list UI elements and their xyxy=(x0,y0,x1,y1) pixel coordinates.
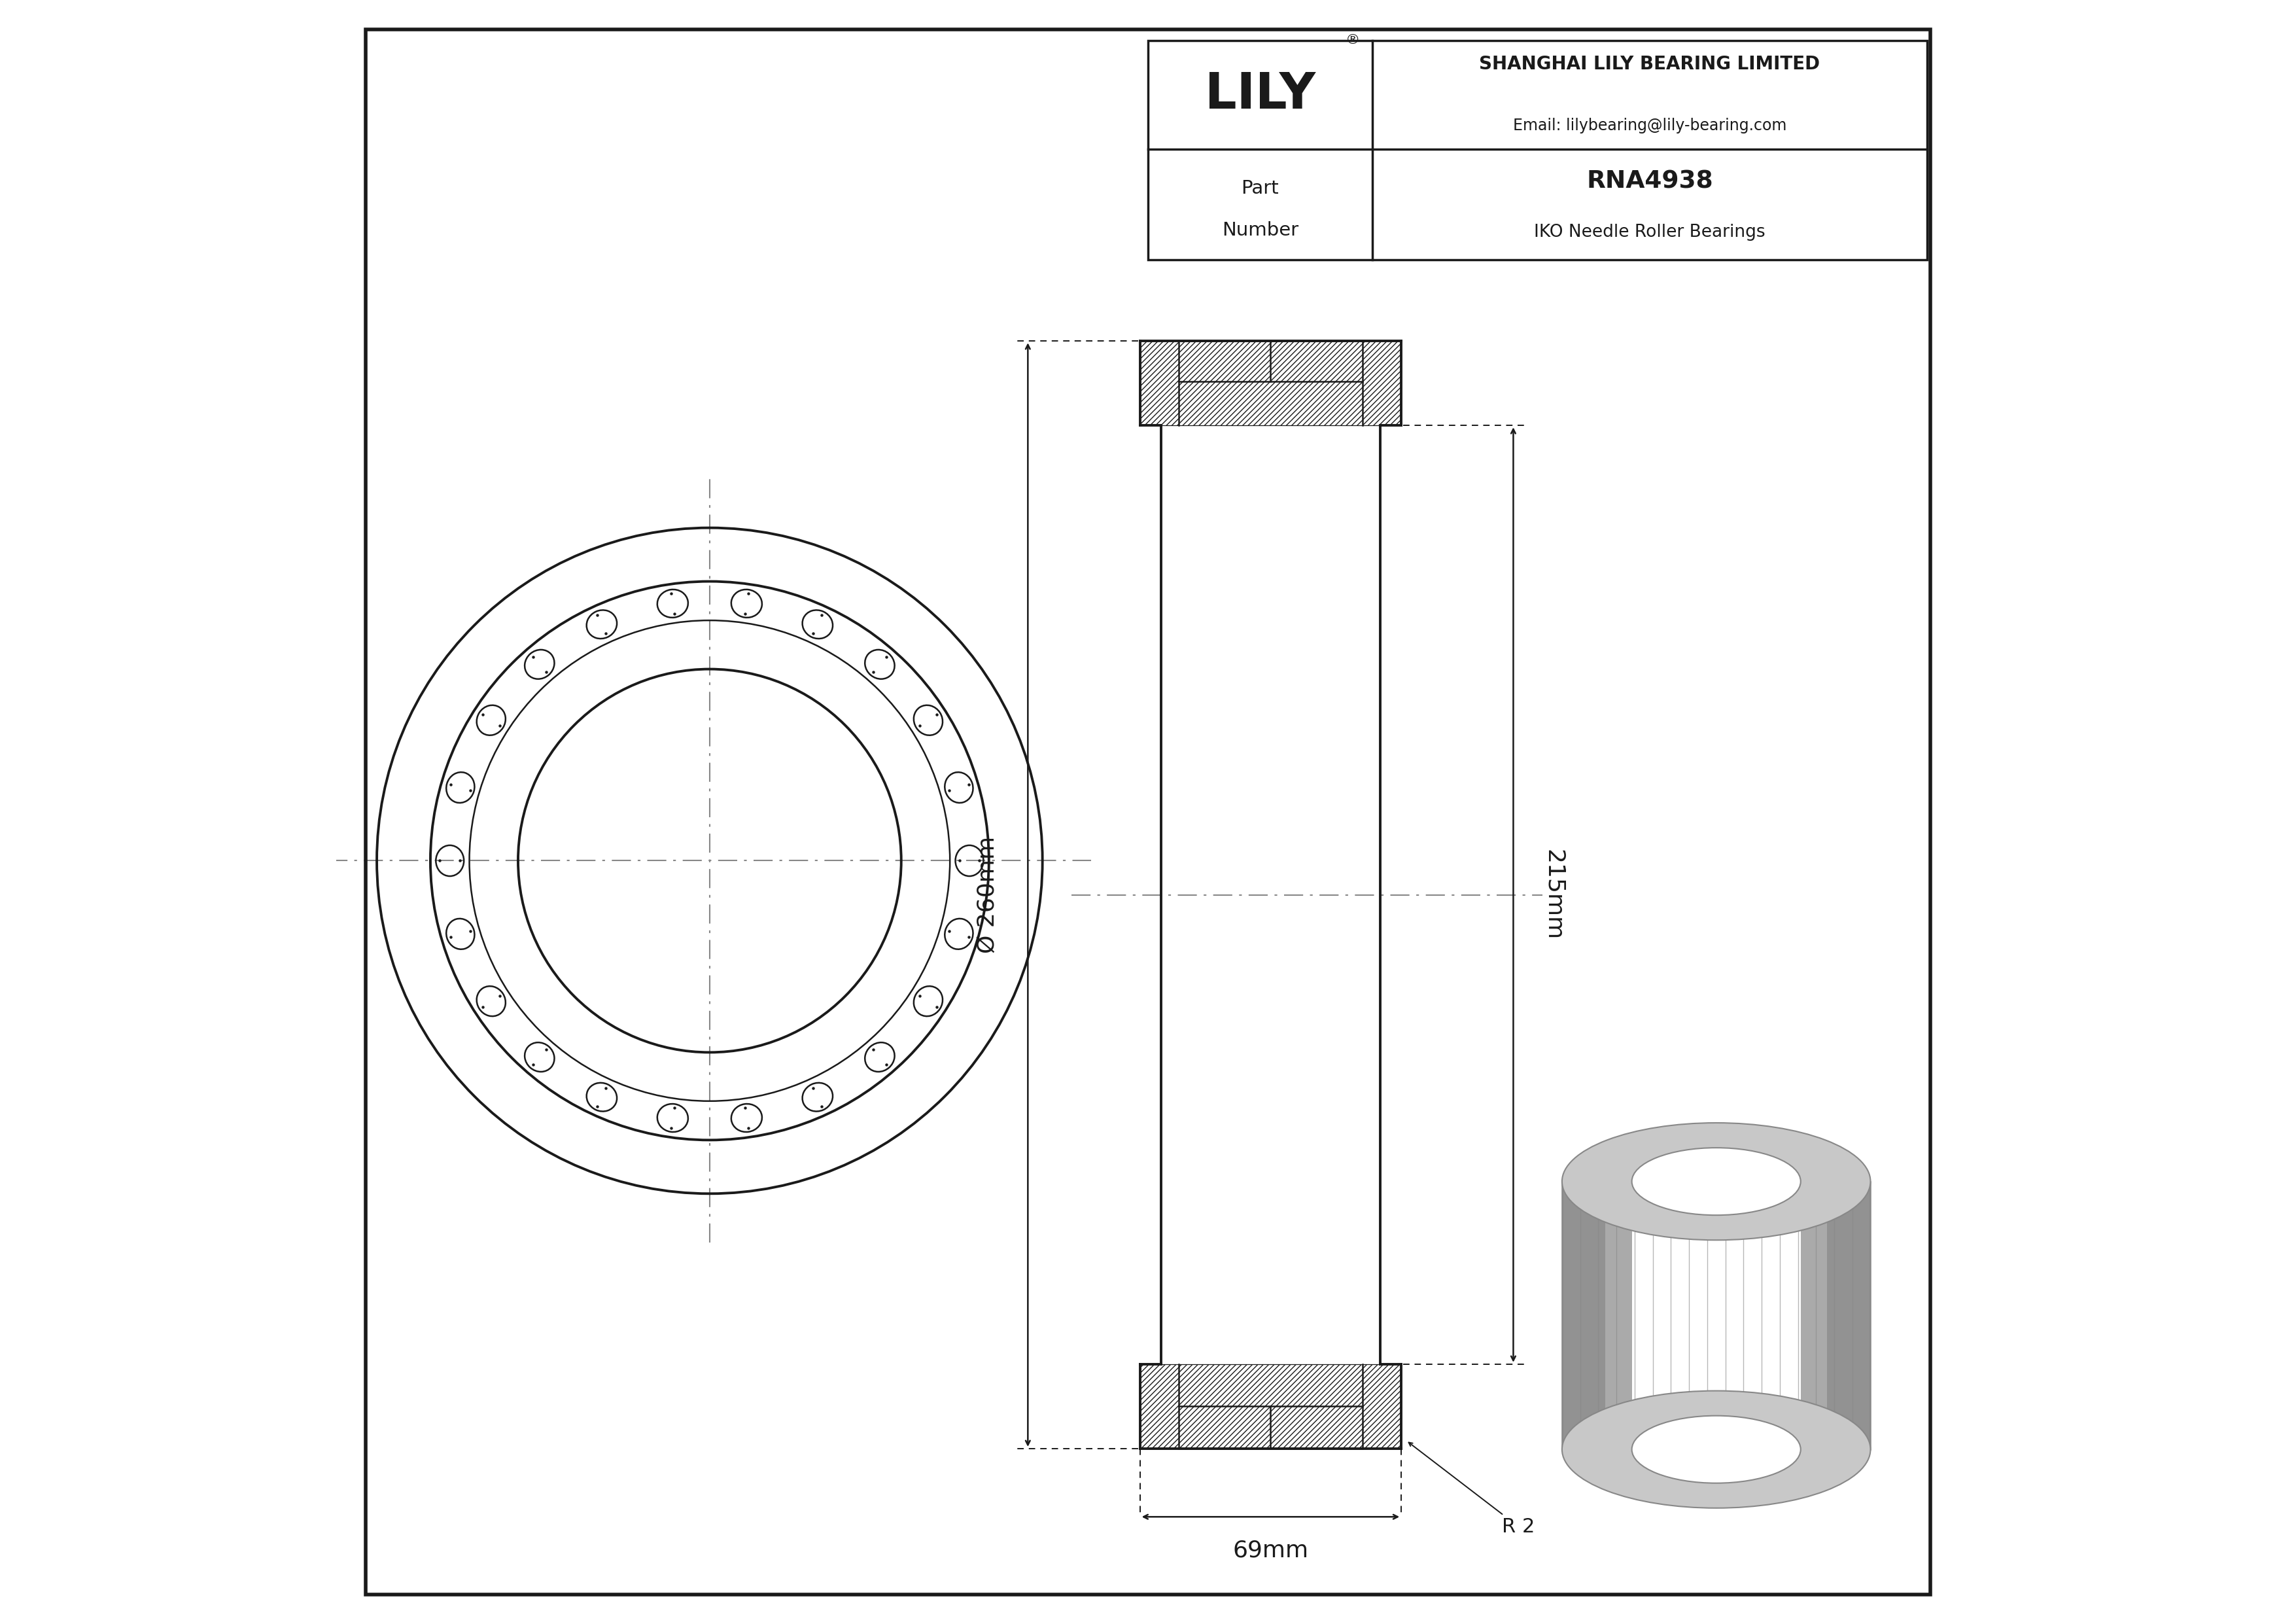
Bar xyxy=(1828,1182,1871,1449)
Text: Part: Part xyxy=(1242,179,1279,198)
Ellipse shape xyxy=(1561,1122,1871,1241)
Text: ®: ® xyxy=(1345,32,1359,47)
Text: SHANGHAI LILY BEARING LIMITED: SHANGHAI LILY BEARING LIMITED xyxy=(1479,55,1821,73)
Text: Email: lilybearing@lily-bearing.com: Email: lilybearing@lily-bearing.com xyxy=(1513,119,1786,133)
Text: 69mm: 69mm xyxy=(1233,1540,1309,1562)
Bar xyxy=(1148,41,1926,260)
Text: R 2: R 2 xyxy=(1410,1442,1536,1536)
Bar xyxy=(1632,1182,1800,1449)
Text: 215mm: 215mm xyxy=(1543,849,1566,940)
Ellipse shape xyxy=(1632,1416,1800,1483)
Text: RNA4938: RNA4938 xyxy=(1587,171,1713,193)
Ellipse shape xyxy=(1632,1416,1800,1483)
Bar xyxy=(1561,1182,1605,1449)
Text: IKO Needle Roller Bearings: IKO Needle Roller Bearings xyxy=(1534,224,1766,240)
Ellipse shape xyxy=(1561,1390,1871,1509)
Bar xyxy=(1139,1364,1401,1449)
Ellipse shape xyxy=(1632,1148,1800,1215)
Text: LILY: LILY xyxy=(1205,71,1316,119)
Text: Number: Number xyxy=(1221,221,1297,240)
Bar xyxy=(1561,1182,1871,1449)
Ellipse shape xyxy=(1561,1390,1871,1509)
Bar xyxy=(1139,341,1401,425)
Text: Ø 260mm: Ø 260mm xyxy=(976,836,999,953)
